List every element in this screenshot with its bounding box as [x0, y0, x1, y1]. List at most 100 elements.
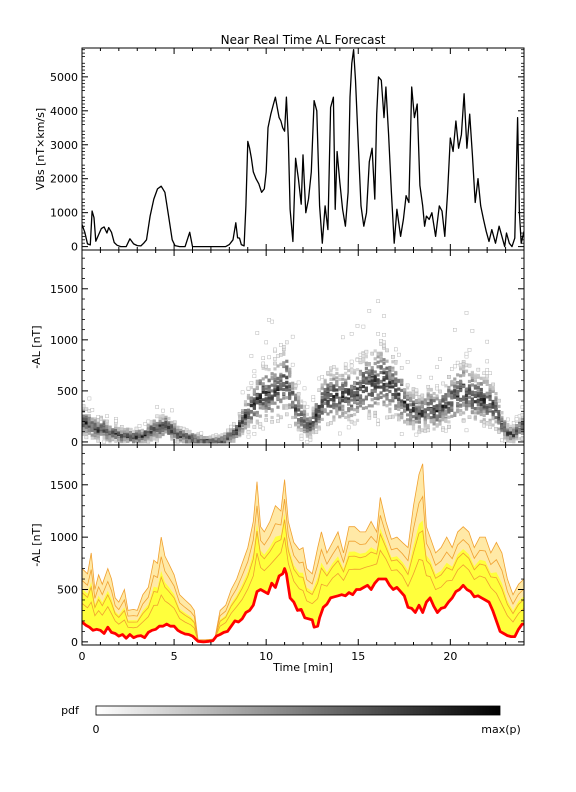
pdf-cell: [137, 424, 142, 428]
pdf-cell: [173, 431, 177, 435]
pdf-cell: [400, 388, 404, 392]
pdf-cell: [264, 340, 269, 345]
pdf-cell: [473, 373, 477, 377]
colorbar-max-label: max(p): [481, 723, 521, 736]
pdf-cell: [364, 386, 368, 390]
pdf-cell: [314, 413, 318, 417]
pdf-cell: [394, 380, 398, 384]
pdf-cell: [503, 428, 507, 432]
pdf-cell: [329, 421, 333, 425]
pdf-cell: [376, 418, 380, 423]
pdf-cell: [179, 433, 183, 437]
pdf-cell: [149, 426, 153, 430]
pdf-cell: [485, 391, 489, 395]
pdf-cell: [414, 432, 419, 437]
pdf-cell: [364, 376, 368, 380]
pdf-cell: [500, 429, 504, 433]
pdf-cell: [367, 381, 371, 385]
pdf-cell: [140, 434, 144, 438]
pdf-cell: [388, 399, 392, 403]
pdf-cell: [158, 424, 162, 428]
pdf-cell: [453, 381, 457, 385]
pdf-cell: [132, 429, 136, 433]
pdf-cell: [376, 299, 380, 304]
pdf-cell: [182, 433, 186, 437]
pdf-cell: [397, 395, 401, 400]
pdf-cell: [476, 394, 480, 398]
pdf-cell: [246, 396, 251, 400]
pdf-cell: [175, 439, 180, 444]
pdf-cell: [120, 434, 124, 438]
pdf-cell: [299, 433, 304, 438]
pdf-cell: [403, 388, 407, 392]
pdf-cell: [341, 411, 345, 415]
pdf-cell: [394, 361, 398, 365]
pdf-cell: [241, 427, 245, 431]
pdf-cell: [444, 416, 448, 420]
pdf-cell: [332, 385, 336, 389]
pdf-cell: [488, 407, 492, 411]
pdf-cell: [459, 403, 463, 407]
pdf-cell: [152, 420, 156, 424]
x-tick-label: 10: [259, 650, 273, 663]
pdf-cell: [299, 410, 304, 414]
pdf-cell: [503, 421, 507, 425]
panel-al-pdf-ytick-label: 1500: [50, 283, 78, 296]
pdf-cell: [93, 430, 97, 434]
pdf-cell: [96, 422, 100, 426]
pdf-cell: [285, 412, 289, 417]
pdf-cell: [391, 355, 395, 359]
pdf-cell: [255, 419, 259, 423]
pdf-cell: [185, 440, 189, 444]
pdf-cell: [423, 398, 427, 402]
pdf-cell: [323, 390, 327, 394]
pdf-cell: [470, 393, 474, 397]
pdf-cell: [294, 404, 298, 408]
pdf-cell: [456, 390, 460, 394]
pdf-cell: [302, 419, 307, 423]
pdf-cell: [509, 424, 513, 428]
pdf-cell: [288, 368, 292, 372]
pdf-cell: [394, 372, 398, 376]
pdf-cell: [252, 432, 257, 436]
pdf-cell: [403, 403, 407, 407]
pdf-cell: [347, 399, 351, 403]
pdf-cell: [264, 401, 268, 405]
pdf-cell: [314, 430, 319, 434]
pdf-cell: [273, 374, 277, 378]
pdf-cell: [285, 340, 289, 345]
pdf-cell: [447, 410, 451, 414]
pdf-cell: [488, 425, 492, 429]
pdf-cell: [453, 393, 457, 397]
pdf-cell: [447, 415, 451, 419]
pdf-cell: [355, 406, 360, 410]
pdf-cell: [441, 418, 445, 422]
pdf-cell: [447, 394, 451, 398]
pdf-cell: [217, 437, 221, 442]
pdf-cell: [341, 387, 345, 391]
pdf-cell: [482, 380, 486, 384]
pdf-cell: [323, 382, 327, 386]
pdf-cell: [252, 425, 257, 429]
pdf-cell: [435, 409, 439, 413]
pdf-cell: [258, 402, 262, 406]
pdf-cell: [438, 357, 442, 361]
pdf-cell: [226, 440, 230, 444]
pdf-cell: [332, 373, 336, 378]
pdf-cell: [429, 419, 433, 423]
pdf-cell: [464, 397, 469, 401]
pdf-cell: [417, 409, 421, 413]
pdf-cell: [441, 404, 445, 408]
pdf-cell: [482, 418, 486, 422]
pdf-cell: [355, 381, 360, 386]
pdf-cell: [479, 387, 483, 392]
pdf-cell: [353, 368, 357, 373]
pdf-cell: [482, 403, 486, 407]
pdf-cell: [479, 397, 483, 401]
pdf-cell: [341, 335, 345, 340]
pdf-cell: [249, 354, 254, 358]
pdf-cell: [96, 434, 100, 438]
pdf-cell: [123, 430, 127, 434]
pdf-cell: [291, 403, 295, 407]
pdf-cell: [84, 418, 88, 422]
